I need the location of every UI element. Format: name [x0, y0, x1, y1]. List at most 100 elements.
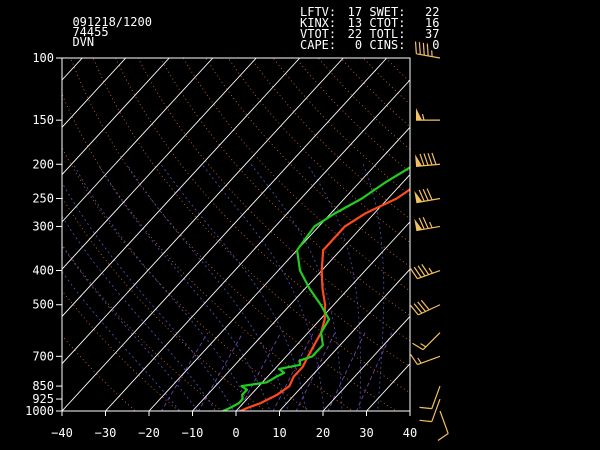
wind-barb: [414, 188, 441, 204]
barb-half-flag: [429, 221, 433, 229]
pressure-tick-label: 925: [32, 392, 54, 406]
wind-barb: [437, 410, 449, 441]
barb-shaft: [417, 355, 441, 366]
header-line: 091218/1200 74455 DVN: [58, 7, 152, 49]
wind-barb: [416, 108, 440, 121]
barb-flag: [414, 41, 417, 54]
index-value: 13: [347, 16, 363, 30]
wind-barb: [419, 398, 441, 423]
moist-adiabat: [62, 271, 181, 411]
sounding-profiles: [222, 166, 410, 411]
mixing-ratio-line: [238, 332, 282, 411]
barb-flag: [413, 303, 423, 314]
index-label: TOTL:: [369, 27, 406, 41]
header-station: DVN: [72, 35, 95, 49]
index-label: LFTV:: [300, 5, 337, 19]
dry-adiabat: [62, 93, 354, 411]
isotherm: [62, 58, 301, 318]
isotherm: [409, 410, 410, 411]
temperature-tick-label: −30: [95, 426, 117, 440]
index-label: VTOT:: [300, 27, 337, 41]
barb-half-flag: [421, 114, 425, 121]
barb-shaft: [431, 398, 441, 422]
background-lines: [62, 42, 600, 419]
barb-flag: [418, 42, 421, 55]
temperature-tick-label: 0: [232, 426, 239, 440]
index-value: 17: [347, 5, 363, 19]
dry-adiabat: [205, 58, 410, 268]
index-row: LFTV: 17 SWET: 22: [300, 5, 439, 19]
index-row: VTOT: 22 TOTL: 37: [300, 27, 439, 41]
pressure-tick-label: 150: [32, 113, 54, 127]
pressure-tick-label: 200: [32, 157, 54, 171]
index-value: 22: [347, 27, 363, 41]
wind-barbs: [409, 41, 449, 441]
moist-adiabat: [160, 164, 307, 411]
barb-flag: [409, 304, 419, 316]
dewpoint-profile: [222, 166, 410, 411]
pressure-tick-label: 250: [32, 191, 54, 205]
barb-flag: [426, 188, 433, 201]
header-station-id: 74455: [72, 25, 109, 39]
barb-flag: [417, 301, 426, 312]
barb-flag: [420, 299, 430, 311]
pressure-tick-label: 400: [32, 264, 54, 278]
index-label: KINX:: [300, 16, 337, 30]
mixing-ratio-line: [160, 332, 209, 411]
dry-adiabat: [62, 289, 180, 411]
temperature-tick-label: 20: [316, 426, 330, 440]
barb-flag: [410, 268, 418, 280]
index-value: 0: [354, 38, 363, 52]
barb-flag: [422, 216, 429, 229]
barb-flag: [431, 152, 437, 165]
index-row: KINX: 13 CTOT: 16: [300, 16, 440, 30]
wind-barb: [414, 216, 441, 232]
barb-flag: [422, 189, 429, 201]
dry-adiabat: [414, 42, 600, 419]
barb-half-flag: [428, 267, 433, 274]
dry-adiabat: [70, 58, 398, 411]
wind-barb: [414, 41, 441, 59]
isotherm: [62, 58, 214, 223]
barb-flag: [422, 42, 425, 56]
dry-adiabat: [62, 146, 311, 411]
dry-adiabat: [137, 58, 410, 342]
index-label: CTOT:: [369, 16, 406, 30]
isotherm: [148, 126, 410, 411]
index-value: 0: [432, 38, 440, 52]
isotherm: [105, 79, 410, 411]
index-value: 16: [425, 16, 440, 30]
temperature-axis: −40 −30 −20 −10 0 10 20 30 40: [51, 411, 417, 440]
barb-flag: [417, 265, 426, 277]
pressure-tick-label: 850: [32, 379, 54, 393]
temperature-tick-label: −20: [138, 426, 160, 440]
barb-half-flag: [420, 343, 427, 348]
temperature-profile: [239, 188, 410, 411]
index-label: SWET:: [369, 5, 406, 19]
dry-adiabat: [92, 58, 410, 394]
isotherm: [62, 58, 170, 176]
isotherm: [192, 173, 410, 411]
moist-adiabat: [62, 181, 235, 411]
moist-adiabat: [73, 164, 253, 411]
barb-flag: [413, 266, 422, 278]
dry-adiabat: [227, 58, 410, 244]
barb-half-flag: [417, 357, 422, 364]
isotherm: [62, 58, 257, 270]
barb-flag: [426, 43, 429, 56]
header-datetime: 091218/1200: [72, 15, 152, 29]
isotherm: [322, 315, 410, 411]
dry-adiabat: [295, 58, 410, 173]
mixing-ratio-line: [198, 332, 244, 411]
wind-barb: [410, 264, 441, 280]
wind-barb: [410, 353, 441, 366]
index-row: CAPE: 0 CINS: 0: [300, 38, 440, 52]
barb-pennant: [415, 154, 423, 167]
barb-pennant: [416, 108, 422, 121]
barb-pennant: [414, 190, 423, 203]
dry-adiabat: [62, 243, 224, 411]
barb-flag: [419, 406, 432, 410]
moist-adiabat: [306, 164, 361, 411]
dry-adiabat: [115, 58, 410, 368]
